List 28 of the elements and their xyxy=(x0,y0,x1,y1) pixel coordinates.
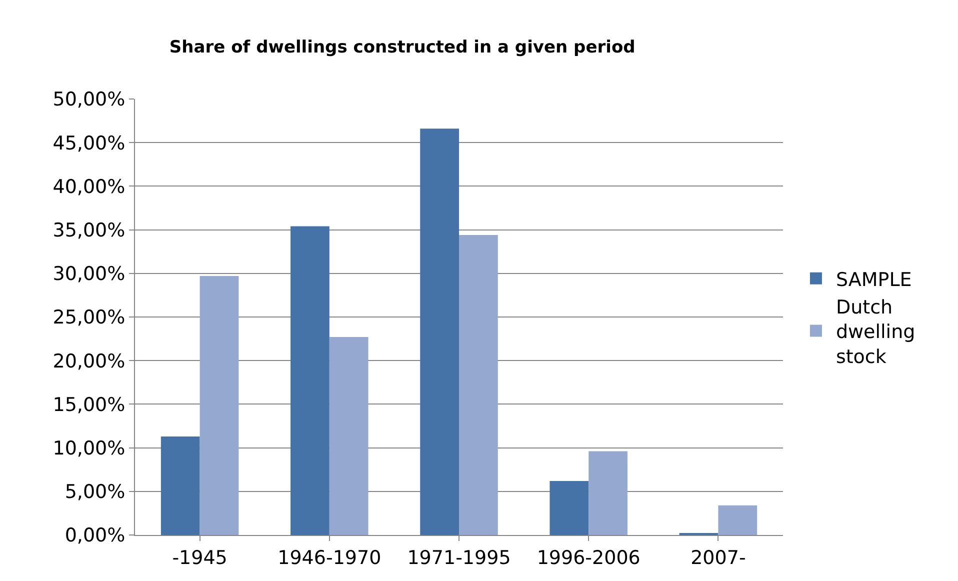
y-tick-label: 25,00% xyxy=(52,306,126,329)
y-tick-label: 0,00% xyxy=(64,524,126,547)
bar xyxy=(200,276,239,535)
y-tick-label: 15,00% xyxy=(52,394,126,416)
bar xyxy=(550,480,589,535)
bar xyxy=(588,451,628,535)
bar xyxy=(718,505,758,535)
bar xyxy=(459,235,498,535)
y-tick-label: 20,00% xyxy=(52,350,126,372)
y-tick-label: 40,00% xyxy=(52,176,126,198)
x-tick-label: 1971-1995 xyxy=(407,546,511,569)
x-tick-label: 1996-2006 xyxy=(536,546,640,569)
y-tick-label: 50,00% xyxy=(52,88,126,111)
y-tick-label: 10,00% xyxy=(52,437,126,460)
bar xyxy=(160,436,200,535)
y-tick-label: 35,00% xyxy=(52,219,126,242)
bar xyxy=(329,337,368,535)
bar xyxy=(290,226,330,535)
x-tick-label: -1945 xyxy=(172,546,228,569)
y-tick-label: 30,00% xyxy=(52,263,126,286)
y-tick-label: 5,00% xyxy=(64,481,126,504)
x-tick-label: 2007- xyxy=(690,546,746,569)
bar xyxy=(420,128,459,535)
x-tick-label: 1946-1970 xyxy=(278,546,382,569)
legend-label: Dutch dwelling stock xyxy=(836,296,916,368)
chart-title: Share of dwellings constructed in a given period xyxy=(169,38,636,58)
y-tick-label: 45,00% xyxy=(52,132,126,154)
legend-label: SAMPLE xyxy=(836,268,912,291)
